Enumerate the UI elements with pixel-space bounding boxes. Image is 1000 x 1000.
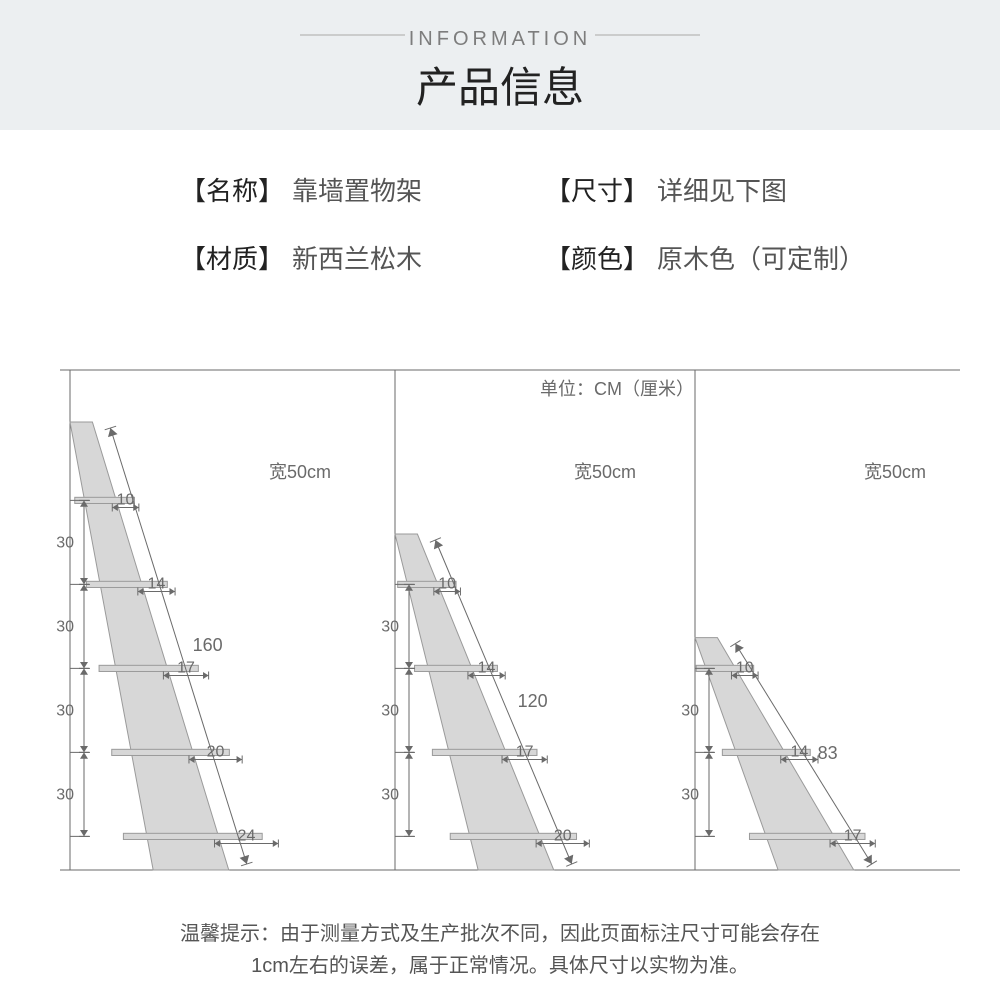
arrowhead <box>705 746 713 752</box>
arrowhead <box>80 662 88 668</box>
gap-dim-label: 30 <box>681 786 699 803</box>
arrowhead <box>584 840 590 847</box>
shelf-dim-label: 17 <box>177 659 195 676</box>
arrowhead <box>870 840 876 847</box>
arrowhead <box>237 756 243 763</box>
gap-dim-label: 30 <box>381 786 399 803</box>
arrowhead <box>405 662 413 668</box>
arrowhead <box>405 746 413 752</box>
arrowhead <box>80 746 88 752</box>
gap-dim-label: 30 <box>56 534 74 551</box>
arrowhead <box>80 752 88 758</box>
footer-line1: 温馨提示：由于测量方式及生产批次不同，因此页面标注尺寸可能会存在 <box>180 922 820 945</box>
arrowhead <box>705 752 713 758</box>
arrowhead <box>500 672 506 679</box>
spec-value: 靠墙置物架 <box>292 176 422 206</box>
gap-dim-label: 30 <box>56 702 74 719</box>
width-label: 宽50cm <box>864 462 926 482</box>
width-label: 宽50cm <box>574 462 636 482</box>
shelf-dim-label: 14 <box>148 575 166 592</box>
arrowhead <box>542 756 548 763</box>
width-label: 宽50cm <box>269 462 331 482</box>
footer-line2: 1cm左右的误差，属于正常情况。具体尺寸以实物为准。 <box>251 954 749 977</box>
diag-dim-label: 120 <box>518 691 548 711</box>
arrowhead <box>203 672 209 679</box>
header-subtitle: INFORMATION <box>409 28 592 50</box>
spec-label: 【尺寸】 <box>545 176 649 206</box>
arrowhead <box>273 840 279 847</box>
arrowhead <box>405 752 413 758</box>
shelf-dim-label: 10 <box>736 659 754 676</box>
gap-dim-label: 30 <box>56 786 74 803</box>
diag-dim-label: 160 <box>193 635 223 655</box>
shelf-dim-label: 17 <box>844 827 862 844</box>
spec-label: 【名称】 <box>180 176 284 206</box>
gap-dim-label: 30 <box>681 702 699 719</box>
gap-dim-label: 30 <box>381 702 399 719</box>
spec-value: 详细见下图 <box>657 176 787 206</box>
shelf-dim-label: 10 <box>117 491 135 508</box>
diag-dim-label: 83 <box>818 743 838 763</box>
spec-label: 【颜色】 <box>545 244 649 274</box>
ladder-variant: 101417202430303030160宽50cm <box>56 370 331 870</box>
arrowhead <box>405 830 413 836</box>
unit-label: 单位：CM（厘米） <box>540 379 694 399</box>
product-info-diagram: INFORMATION 产品信息【名称】靠墙置物架 【尺寸】详细见下图【材质】新西兰… <box>0 0 1000 1000</box>
arrowhead <box>705 830 713 836</box>
ladder-variant: 101417303083宽50cm <box>681 370 926 870</box>
arrowhead <box>405 668 413 674</box>
spec-value: 原木色（可定制） <box>657 244 865 274</box>
gap-dim-label: 30 <box>56 618 74 635</box>
arrowhead <box>80 668 88 674</box>
header-title: 产品信息 <box>416 64 584 111</box>
arrowhead <box>80 830 88 836</box>
arrowhead <box>169 588 175 595</box>
spec-value: 新西兰松木 <box>292 244 422 274</box>
ladder-variant: 10141720303030120宽50cm <box>381 370 636 870</box>
gap-dim-label: 30 <box>381 618 399 635</box>
spec-label: 【材质】 <box>180 244 284 274</box>
